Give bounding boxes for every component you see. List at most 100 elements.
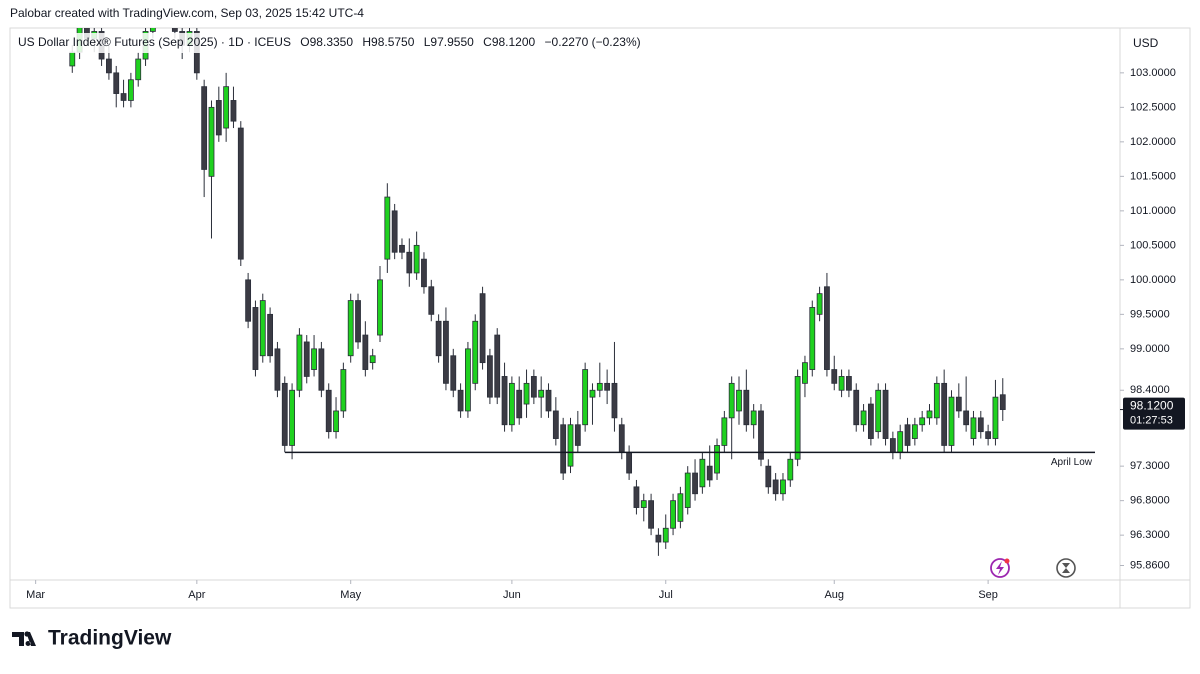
- x-tick-label: Apr: [188, 589, 205, 601]
- candle-body: [699, 458, 706, 488]
- candle-body: [765, 465, 772, 488]
- candle-body: [325, 389, 332, 433]
- candle-body: [626, 451, 633, 474]
- candle-body: [267, 313, 273, 357]
- legend-change: −0.2270 (−0.23%): [545, 35, 641, 49]
- candle-body: [333, 410, 339, 433]
- candle-body: [413, 244, 420, 274]
- candle-body: [985, 431, 992, 439]
- candle-body: [750, 410, 757, 426]
- x-tick-label: Sep: [978, 589, 998, 601]
- candle-body: [399, 244, 405, 253]
- candle-body: [465, 348, 471, 412]
- candle-body: [955, 396, 962, 412]
- candle-body: [604, 382, 611, 391]
- candle-body: [545, 389, 552, 412]
- candle-body: [479, 293, 486, 364]
- candle-body: [640, 500, 647, 508]
- candle-body: [772, 479, 779, 495]
- replay-icon[interactable]: [1056, 558, 1076, 578]
- currency-box[interactable]: [1124, 33, 1186, 55]
- x-tick-label: Jul: [659, 589, 673, 601]
- currency[interactable]: USD: [1133, 36, 1159, 50]
- candle-body: [311, 348, 317, 370]
- candle-body: [838, 376, 845, 391]
- candle-body: [787, 458, 794, 481]
- candle-body: [171, 28, 178, 32]
- legend-open: O98.3350: [300, 35, 353, 49]
- y-tick-label: 102.5000: [1130, 101, 1176, 113]
- candle-body: [574, 424, 581, 446]
- candle-body: [611, 382, 618, 419]
- candle-body: [340, 369, 347, 412]
- candle-body: [780, 479, 786, 495]
- legend-close: C98.1200: [483, 35, 535, 49]
- y-tick-label: 95.8600: [1130, 559, 1170, 571]
- candle-body: [106, 58, 112, 74]
- candle-body: [135, 58, 142, 81]
- candle-body: [237, 127, 244, 260]
- candle-body: [596, 382, 603, 391]
- candle-body: [318, 348, 325, 391]
- x-tick-label: Jun: [503, 589, 521, 601]
- legend-symbol: US Dollar Index® Futures (Sep 2025) · 1D…: [18, 35, 291, 49]
- level-label: April Low: [1051, 457, 1093, 468]
- candle-body: [516, 389, 523, 419]
- candle-body: [208, 106, 215, 177]
- candle-body: [809, 307, 816, 370]
- candle-body: [889, 438, 896, 453]
- candle-body: [508, 382, 515, 426]
- y-tick-label: 97.3000: [1130, 460, 1170, 472]
- candle-body: [706, 465, 713, 481]
- candle-body: [406, 251, 413, 274]
- candle-body: [443, 320, 449, 384]
- candle-body: [758, 410, 764, 460]
- x-tick-label: Aug: [824, 589, 844, 601]
- candle-body: [999, 394, 1006, 410]
- candle-body: [127, 79, 134, 101]
- candle-body: [377, 279, 383, 336]
- legend-low: L97.9550: [424, 35, 474, 49]
- candle-body: [721, 417, 728, 446]
- y-tick-label: 99.5000: [1130, 308, 1170, 320]
- candle-body: [215, 100, 222, 136]
- candle-body: [120, 93, 127, 101]
- candle-body: [655, 534, 662, 543]
- header: Palobar created with TradingView.com, Se…: [10, 6, 364, 20]
- candle-body: [113, 72, 120, 94]
- candle-body: [670, 500, 676, 529]
- y-tick-label: 100.0000: [1130, 274, 1176, 286]
- candle-body: [970, 417, 977, 439]
- candle-body: [992, 396, 999, 439]
- logo: [12, 631, 36, 646]
- candle-body: [494, 334, 501, 398]
- candle-body: [567, 424, 574, 467]
- candle-body: [428, 286, 435, 315]
- candle-body: [245, 279, 252, 322]
- candle-body: [252, 307, 259, 370]
- y-tick-label: 103.0000: [1130, 67, 1176, 79]
- candle-body: [816, 293, 823, 315]
- candle-body: [472, 320, 479, 384]
- candle-body: [714, 445, 720, 474]
- candle-body: [384, 196, 391, 260]
- candle-body: [538, 389, 545, 398]
- candle-body: [684, 472, 691, 508]
- candle-body: [230, 100, 237, 122]
- candle-body: [523, 382, 530, 405]
- y-tick-label: 99.0000: [1130, 343, 1170, 355]
- candle-body: [633, 486, 640, 508]
- candle-body: [904, 424, 911, 446]
- last-price-box: [1123, 397, 1185, 430]
- legend-high: H98.5750: [362, 35, 414, 49]
- candle-body: [824, 286, 830, 370]
- y-tick-label: 102.0000: [1130, 136, 1176, 148]
- candle-body: [303, 341, 310, 377]
- candle-body: [860, 410, 867, 426]
- candle-body: [450, 355, 457, 391]
- alert-icon[interactable]: [990, 558, 1010, 578]
- candle-body: [501, 376, 508, 426]
- candle-body: [802, 362, 808, 384]
- candle-body: [618, 424, 625, 453]
